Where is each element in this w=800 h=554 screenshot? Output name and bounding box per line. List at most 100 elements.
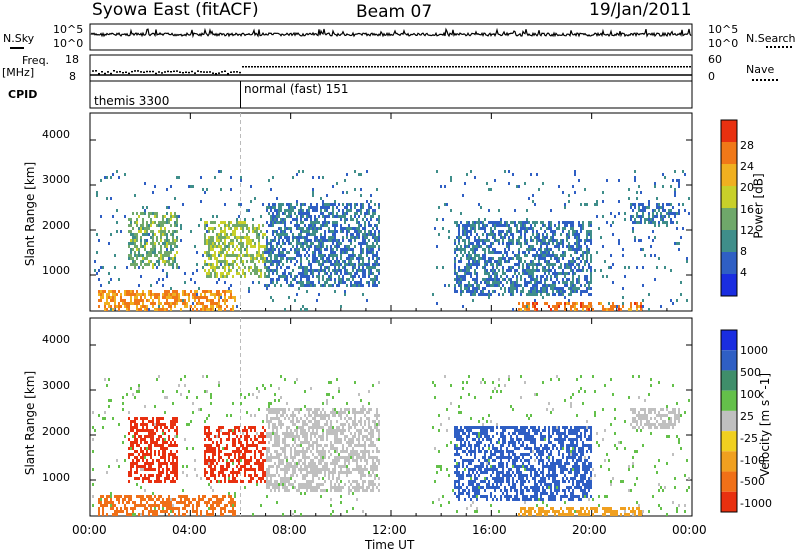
heat-cell <box>526 302 528 305</box>
heat-cell <box>376 218 378 221</box>
heat-cell <box>512 293 514 296</box>
heat-cell <box>224 453 226 456</box>
heat-cell <box>458 242 460 245</box>
heat-cell <box>332 209 334 212</box>
heat-cell <box>274 239 276 242</box>
heat-cell <box>152 429 154 432</box>
heat-cell <box>280 206 282 209</box>
heat-cell <box>554 305 556 308</box>
heat-cell <box>142 257 144 260</box>
heat-cell <box>208 236 210 239</box>
heat-cell <box>290 275 292 278</box>
heat-cell <box>302 227 304 230</box>
heat-cell <box>258 227 260 230</box>
heat-cell <box>234 492 236 495</box>
heat-cell <box>178 176 180 179</box>
heat-cell <box>302 221 304 224</box>
heat-cell <box>170 296 172 299</box>
heat-cell <box>334 239 336 242</box>
heat-cell <box>484 254 486 257</box>
heat-cell <box>224 245 226 248</box>
heat-cell <box>228 290 230 293</box>
heat-cell <box>272 444 274 447</box>
heat-cell <box>182 495 184 498</box>
heat-cell <box>138 293 140 296</box>
heat-cell <box>152 459 154 462</box>
heat-cell <box>634 218 636 221</box>
heat-cell <box>114 290 116 293</box>
heat-cell <box>144 209 146 212</box>
heat-cell <box>466 266 468 269</box>
heat-cell <box>296 432 298 435</box>
heat-cell <box>282 257 284 260</box>
heat-cell <box>444 185 446 188</box>
heat-cell <box>500 224 502 227</box>
heat-cell <box>312 489 314 492</box>
heat-cell <box>130 429 132 432</box>
heat-cell <box>534 257 536 260</box>
heat-cell <box>560 290 562 293</box>
heat-cell <box>346 248 348 251</box>
heat-cell <box>492 236 494 239</box>
heat-cell <box>100 293 102 296</box>
heat-cell <box>284 483 286 486</box>
heat-cell <box>292 209 294 212</box>
heat-cell <box>114 254 116 257</box>
heat-cell <box>354 170 356 173</box>
heat-cell <box>290 281 292 284</box>
heat-cell <box>364 233 366 236</box>
heat-cell <box>142 456 144 459</box>
heat-cell <box>572 278 574 281</box>
heat-cell <box>142 498 144 501</box>
heat-cell <box>178 266 180 269</box>
heat-cell <box>500 257 502 260</box>
heat-cell <box>466 254 468 257</box>
heat-cell <box>672 179 674 182</box>
heat-cell <box>584 239 586 242</box>
heat-cell <box>300 417 302 420</box>
heat-cell <box>128 474 130 477</box>
heat-cell <box>598 302 600 305</box>
heat-cell <box>132 227 134 230</box>
heat-cell <box>230 290 232 293</box>
heat-cell <box>270 459 272 462</box>
heat-cell <box>212 263 214 266</box>
heat-cell <box>202 375 204 378</box>
heat-cell <box>232 459 234 462</box>
heat-cell <box>514 254 516 257</box>
heat-cell <box>304 435 306 438</box>
heat-cell <box>230 242 232 245</box>
heat-cell <box>462 248 464 251</box>
heat-cell <box>300 272 302 275</box>
heat-cell <box>316 438 318 441</box>
heat-cell <box>280 468 282 471</box>
heat-cell <box>206 510 208 513</box>
heat-cell <box>488 221 490 224</box>
heat-cell <box>510 281 512 284</box>
heat-cell <box>110 176 112 179</box>
heat-cell <box>172 453 174 456</box>
heat-cell <box>220 305 222 308</box>
heat-cell <box>544 290 546 293</box>
heat-cell <box>162 308 164 311</box>
heat-cell <box>240 203 242 206</box>
heat-cell <box>628 188 630 191</box>
heat-cell <box>116 459 118 462</box>
heat-cell <box>460 284 462 287</box>
heat-cell <box>514 281 516 284</box>
heat-cell <box>488 281 490 284</box>
heat-cell <box>218 260 220 263</box>
heat-cell <box>152 191 154 194</box>
heat-cell <box>344 248 346 251</box>
heat-cell <box>564 302 566 305</box>
heat-cell <box>218 239 220 242</box>
heat-cell <box>308 441 310 444</box>
heat-cell <box>354 281 356 284</box>
heat-cell <box>144 230 146 233</box>
heat-cell <box>218 426 220 429</box>
heat-cell <box>588 251 590 254</box>
heat-cell <box>502 236 504 239</box>
heat-cell <box>184 293 186 296</box>
heat-cell <box>216 215 218 218</box>
heat-cell <box>470 284 472 287</box>
